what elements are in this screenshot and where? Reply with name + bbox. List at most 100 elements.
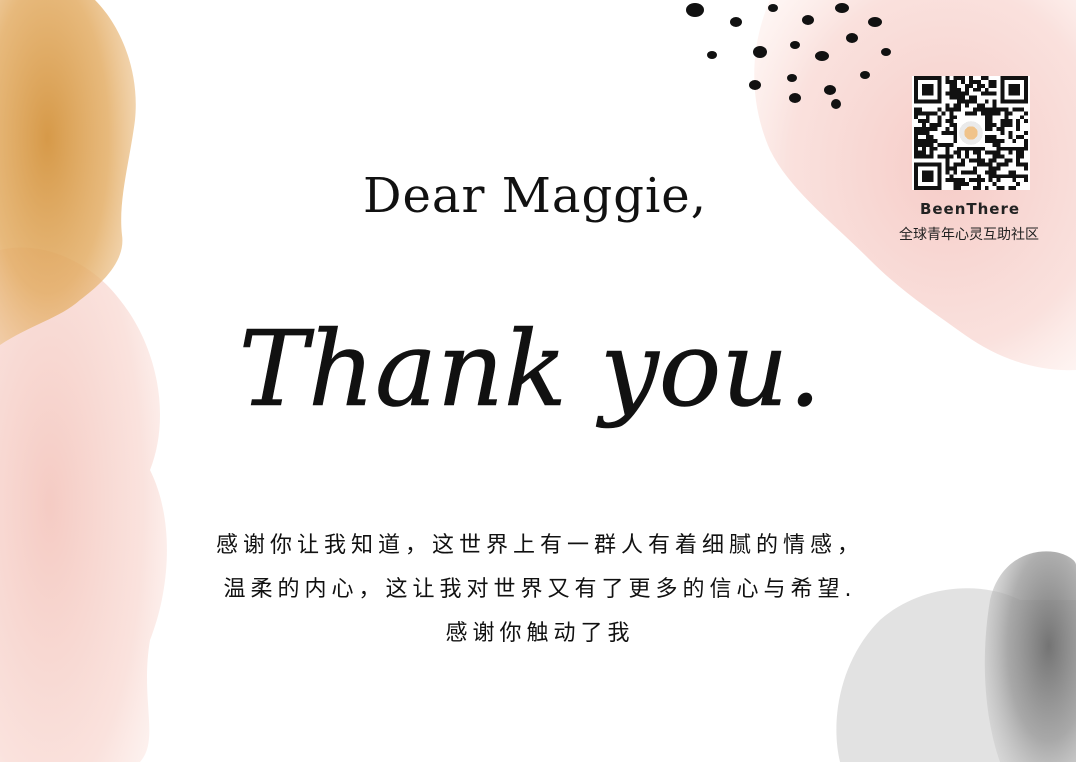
ochre-wash-left: [0, 0, 136, 345]
qr-module: [984, 91, 989, 96]
qr-module: [1024, 162, 1028, 167]
qr-module: [980, 158, 985, 163]
qr-module: [914, 127, 918, 132]
qr-module: [953, 138, 958, 143]
qr-module: [996, 127, 1001, 132]
qr-module: [992, 158, 997, 163]
qr-module: [972, 178, 977, 183]
qr-module: [1008, 150, 1013, 155]
qr-module: [1000, 107, 1005, 112]
qr-module: [945, 178, 950, 183]
qr-module: [953, 123, 958, 128]
qr-module: [1016, 146, 1021, 151]
qr-module: [1008, 134, 1013, 139]
qr-module: [972, 150, 977, 155]
qr-module: [969, 146, 973, 151]
qr-module: [984, 115, 989, 120]
qr-module: [941, 111, 946, 116]
brand-tagline: 全球青年心灵互助社区: [899, 227, 1039, 243]
qr-module: [969, 79, 973, 84]
qr-module: [949, 115, 954, 120]
qr-module: [949, 79, 954, 84]
qr-module: [1008, 174, 1013, 179]
qr-module: [1008, 146, 1013, 151]
qr-module: [996, 138, 1001, 143]
qr-module: [914, 150, 918, 155]
qr-module: [961, 79, 966, 84]
qr-module: [1020, 115, 1025, 120]
qr-module: [1016, 174, 1021, 179]
qr-module: [949, 107, 954, 112]
qr-module: [976, 162, 981, 167]
qr-module: [961, 182, 966, 187]
qr-module: [996, 146, 1001, 151]
qr-module: [992, 134, 997, 139]
qr-module: [1020, 174, 1025, 179]
qr-module: [953, 87, 958, 92]
qr-module: [992, 138, 997, 143]
qr-module: [992, 166, 997, 171]
qr-module: [914, 154, 918, 159]
qr-module: [929, 111, 934, 116]
qr-module: [992, 123, 997, 128]
qr-module: [972, 111, 977, 116]
qr-module: [945, 76, 950, 80]
qr-module: [980, 146, 985, 151]
qr-module: [949, 87, 954, 92]
pink-wash-left: [0, 247, 167, 762]
qr-module: [953, 134, 958, 139]
qr-module: [949, 174, 954, 179]
qr-module: [996, 166, 1001, 171]
qr-module: [953, 170, 958, 175]
qr-module: [957, 146, 962, 151]
qr-module: [937, 119, 942, 124]
qr-module: [976, 107, 981, 112]
qr-module: [1016, 182, 1021, 187]
qr-module: [945, 127, 950, 132]
qr-module: [1024, 142, 1028, 147]
qr-module: [957, 103, 962, 108]
qr-module: [933, 111, 938, 116]
qr-module: [965, 87, 970, 92]
qr-module: [996, 154, 1001, 159]
qr-module: [1004, 107, 1009, 112]
qr-module: [996, 186, 1001, 190]
qr-module: [996, 150, 1001, 155]
qr-module: [921, 142, 926, 147]
qr-module: [961, 76, 966, 80]
qr-module: [1000, 162, 1005, 167]
qr-module: [965, 99, 970, 104]
message-line: 感谢你让我知道，这世界上有一群人有着细腻的情感，: [215, 533, 864, 558]
qr-module: [988, 170, 993, 175]
qr-module: [988, 127, 993, 132]
qr-module: [953, 186, 958, 190]
qr-module: [984, 150, 989, 155]
qr-module: [965, 154, 970, 159]
qr-module: [1012, 138, 1017, 143]
qr-module: [1012, 178, 1017, 183]
qr-module: [965, 111, 970, 116]
thank-you-script: Thank you.: [240, 308, 820, 431]
qr-module: [937, 115, 942, 120]
qr-module: [965, 91, 970, 96]
qr-module: [929, 138, 934, 143]
qr-module: [969, 95, 973, 100]
qr-module: [969, 83, 973, 88]
qr-module: [957, 178, 962, 183]
qr-module: [976, 186, 981, 190]
qr-module: [980, 111, 985, 116]
qr-module: [921, 131, 926, 135]
qr-module: [992, 142, 997, 147]
qr-module: [988, 79, 993, 84]
qr-module: [984, 87, 989, 92]
qr-module: [980, 103, 985, 108]
qr-module: [945, 170, 950, 175]
qr-module: [933, 127, 938, 132]
qr-module: [914, 146, 918, 151]
qr-module: [988, 158, 993, 163]
qr-module: [976, 87, 981, 92]
qr-module: [1024, 146, 1028, 151]
qr-module: [953, 127, 958, 132]
qr-module: [933, 138, 938, 143]
qr-module: [953, 162, 958, 167]
